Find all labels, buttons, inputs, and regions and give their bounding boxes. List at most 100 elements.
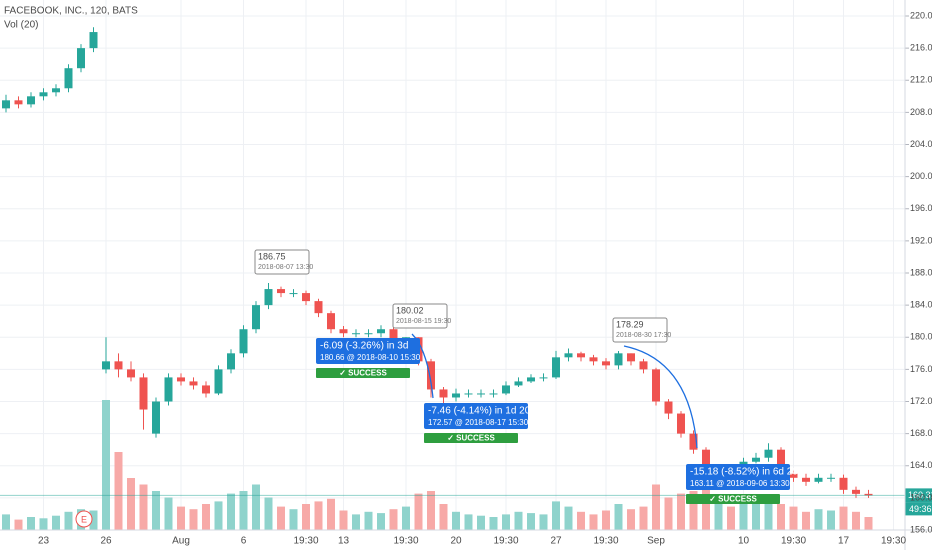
volume-bar (802, 511, 810, 530)
candle-body (464, 393, 473, 395)
volume-bar (289, 509, 298, 530)
candle-body (489, 393, 498, 395)
volume-bar (139, 484, 148, 530)
candle-body (752, 457, 760, 462)
volume-bar (327, 498, 335, 530)
candle-body (227, 353, 235, 370)
volume-layer (2, 400, 873, 530)
volume-bar (464, 514, 473, 530)
y-tick-label: 204.00 (910, 139, 932, 149)
candle-body (614, 353, 623, 366)
y-tick-label: 188.00 (910, 267, 932, 277)
candle-body (277, 289, 285, 294)
volume-bar (664, 497, 673, 530)
x-tick-label: Sep (647, 536, 665, 547)
annotation-layer: 160.31 49:36 186.75 2018-08-07 13:30 180.02 2… (0, 249, 932, 516)
last-price-label: 160.31 (908, 490, 932, 500)
trade-entry: 180.66 @ 2018-08-10 15:30 (320, 353, 421, 362)
volume-bar (864, 517, 873, 530)
candle-body (839, 477, 848, 490)
candle-body (589, 357, 598, 362)
success-label: ✓ SUCCESS (339, 369, 387, 378)
x-tick-label: 13 (338, 536, 350, 547)
candle-body (377, 329, 385, 334)
x-tick-label: 19:30 (393, 536, 418, 547)
volume-bar (414, 493, 423, 530)
trade-box (424, 403, 528, 429)
candle-body (164, 377, 173, 402)
volume-bar (177, 506, 185, 530)
volume-bar (539, 514, 548, 530)
volume-bar (402, 506, 410, 530)
volume-bar (852, 511, 860, 530)
volume-bar (489, 517, 498, 530)
candle-body (702, 449, 710, 474)
volume-bar (302, 504, 310, 530)
volume-bar (564, 506, 573, 530)
candle-body (239, 329, 248, 354)
candle-body (452, 393, 460, 398)
x-tick-label: 27 (550, 536, 562, 547)
y-tick-label: 220.00 (910, 10, 932, 20)
volume-bar (427, 491, 435, 530)
candle-body (39, 92, 48, 97)
volume-bar (677, 493, 685, 530)
chart-title: FACEBOOK, INC., 120, BATS (4, 6, 138, 17)
trade-change: -7.46 (-4.14%) in 1d 20h (428, 406, 536, 417)
peak-price: 180.02 (396, 305, 424, 315)
candle-body (514, 381, 523, 386)
candle-body (577, 353, 585, 358)
candle-body (677, 413, 685, 434)
peak-box (612, 317, 668, 343)
x-tick-label: 19:30 (293, 536, 318, 547)
peak-price: 178.29 (616, 319, 644, 329)
volume-bar (602, 510, 610, 530)
candle-body (477, 393, 485, 395)
y-tick-label: 212.00 (910, 75, 932, 85)
candle-body (689, 433, 698, 450)
candle-body (552, 357, 560, 378)
volume-bar (64, 511, 73, 530)
candle-body (52, 88, 60, 93)
success-bar (316, 368, 410, 378)
earnings-marker[interactable] (75, 510, 93, 528)
candle-body (327, 313, 335, 330)
candle-body (202, 385, 210, 394)
x-tick-label: Aug (172, 536, 190, 547)
y-tick-label: 216.00 (910, 43, 932, 53)
candle-body (502, 385, 510, 394)
candle-body (764, 449, 773, 458)
volume-bar (152, 491, 160, 530)
volume-bar (552, 501, 560, 530)
candle-body (177, 377, 185, 382)
candle-body (2, 100, 10, 109)
volume-bar (789, 506, 798, 530)
volume-bar (502, 514, 510, 530)
candle-body (152, 401, 160, 434)
success-bar (424, 433, 518, 443)
volume-bar (714, 501, 723, 530)
volume-bar (827, 510, 835, 530)
candle-body (802, 477, 810, 482)
y-tick-label: 172.00 (910, 396, 932, 406)
projection-arc (411, 333, 434, 399)
volume-bar (2, 514, 10, 530)
volume-bar (577, 511, 585, 530)
trade-entry: 163.11 @ 2018-09-06 13:30 (690, 479, 790, 488)
candle-body (527, 377, 535, 382)
peak-time: 2018-08-15 19:30 (396, 318, 451, 325)
countdown-label: 49:36 (909, 504, 932, 514)
volume-bar (764, 496, 773, 530)
volume-bar (614, 504, 623, 530)
candle-body (564, 353, 573, 358)
volume-bar (652, 484, 660, 530)
candle-body (77, 48, 85, 69)
volume-bar (102, 400, 110, 530)
last-price-tag (905, 488, 932, 503)
candle-body (302, 293, 310, 302)
success-label: ✓ SUCCESS (447, 434, 495, 443)
volume-bar (277, 506, 285, 530)
volume-bar (202, 504, 210, 530)
candle-body (777, 449, 785, 474)
peak-price: 186.75 (258, 251, 286, 261)
